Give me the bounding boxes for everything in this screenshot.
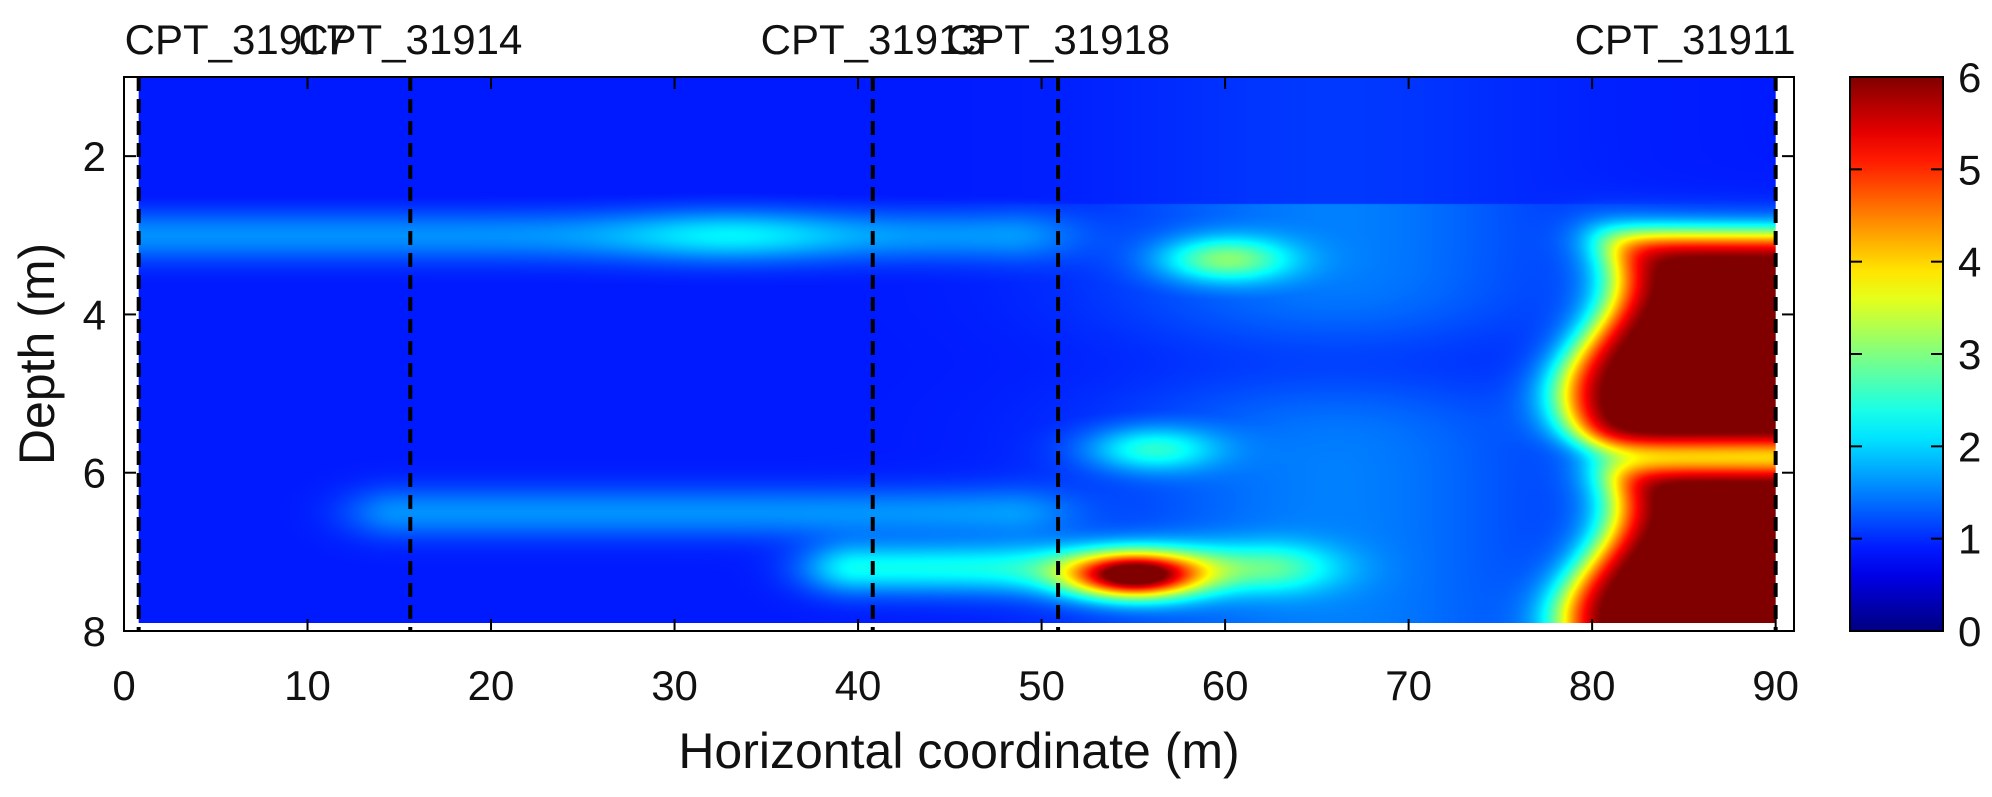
y-tick-label: 6 <box>83 450 106 497</box>
colorbar-tick-label: 1 <box>1958 516 1981 563</box>
colorbar-ticks: 0 1 2 3 4 5 6 <box>1850 54 1981 655</box>
cpt-lines <box>136 77 1778 631</box>
colorbar-tick-label: 3 <box>1958 331 1981 378</box>
x-tick-label: 90 <box>1752 662 1799 709</box>
y-tick-labels: 2 4 6 8 <box>83 133 106 655</box>
x-axis-label: Horizontal coordinate (m) <box>678 723 1239 779</box>
x-tick-label: 50 <box>1018 662 1065 709</box>
x-tick-label: 40 <box>835 662 882 709</box>
plot-frame <box>123 76 1795 632</box>
colorbar-frame <box>1849 76 1944 632</box>
cpt-label: CPT_31914 <box>298 16 522 63</box>
colorbar-tick-label: 5 <box>1958 146 1981 193</box>
x-tick-label: 70 <box>1385 662 1432 709</box>
colorbar-tick-label: 0 <box>1958 608 1981 655</box>
x-tick-label: 60 <box>1202 662 1249 709</box>
cone-resistance-field <box>138 77 1776 623</box>
y-tick-label: 4 <box>83 291 106 338</box>
cpt-label: CPT_31913 <box>761 16 985 63</box>
colorbar: 0 1 2 3 4 5 6 <box>1849 54 1981 655</box>
colorbar-tick-label: 2 <box>1958 423 1981 470</box>
x-tick-label: 20 <box>468 662 515 709</box>
cpt-label: CPT_31911 <box>1575 16 1796 63</box>
x-tick-label: 80 <box>1569 662 1616 709</box>
colorbar-gradient <box>1850 77 1943 631</box>
y-tick-label: 2 <box>83 133 106 180</box>
cpt-label: CPT_31917 <box>125 16 349 63</box>
cpt-label: CPT_31918 <box>946 16 1170 63</box>
x-tick-labels: 0 10 20 30 40 50 60 70 80 90 <box>112 662 1799 709</box>
colorbar-tick-label: 4 <box>1958 239 1981 286</box>
y-tick-label: 8 <box>83 608 106 655</box>
y-axis-label: Depth (m) <box>9 243 65 465</box>
x-tick-label: 10 <box>284 662 331 709</box>
plot-area <box>123 76 1795 632</box>
x-tick-label: 0 <box>112 662 135 709</box>
x-tick-label: 30 <box>651 662 698 709</box>
colorbar-tick-label: 6 <box>1958 54 1981 101</box>
